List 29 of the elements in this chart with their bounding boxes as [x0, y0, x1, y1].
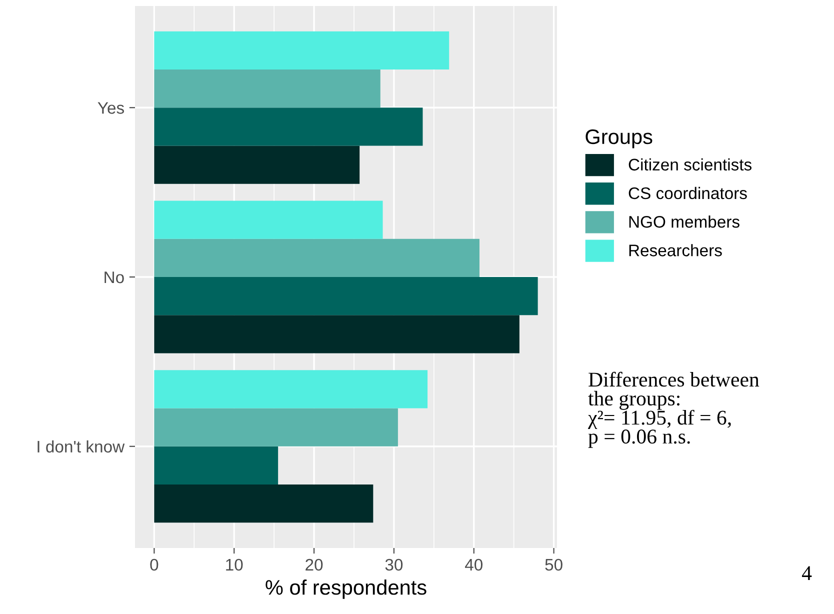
x-tick-label: 50 [545, 558, 562, 571]
bar [154, 200, 383, 239]
bar [154, 315, 520, 354]
bar [154, 277, 538, 316]
y-tick-label: No [104, 272, 124, 284]
legend-label: NGO members [629, 216, 740, 228]
x-tick-label: 0 [150, 558, 158, 571]
legend-title: Groups [586, 129, 652, 148]
x-tick-label: 10 [226, 558, 243, 571]
text: Differences between the groups: χ²= 11.95, df = 6, p = 0.06 n.s. [588, 372, 760, 448]
x-axis-title: % of respondents [266, 580, 426, 599]
bar [154, 408, 398, 446]
x-tick-label: 40 [464, 558, 482, 571]
x-tick-label: 20 [306, 558, 323, 571]
y-tick-label: I don't know [38, 440, 125, 453]
bar [154, 370, 428, 408]
bar [154, 108, 423, 146]
legend-label: Researchers [629, 244, 722, 256]
bar [154, 446, 278, 484]
bar [154, 70, 380, 108]
y-tick-label: Yes [98, 102, 124, 114]
bar [154, 238, 480, 277]
bar [154, 484, 374, 523]
text: 4 [802, 566, 812, 580]
bar [154, 31, 450, 70]
x-tick-label: 30 [385, 558, 403, 571]
legend-label: CS coordinators [628, 186, 747, 200]
bar [154, 146, 360, 184]
legend-label: Citizen scientists [628, 158, 752, 171]
